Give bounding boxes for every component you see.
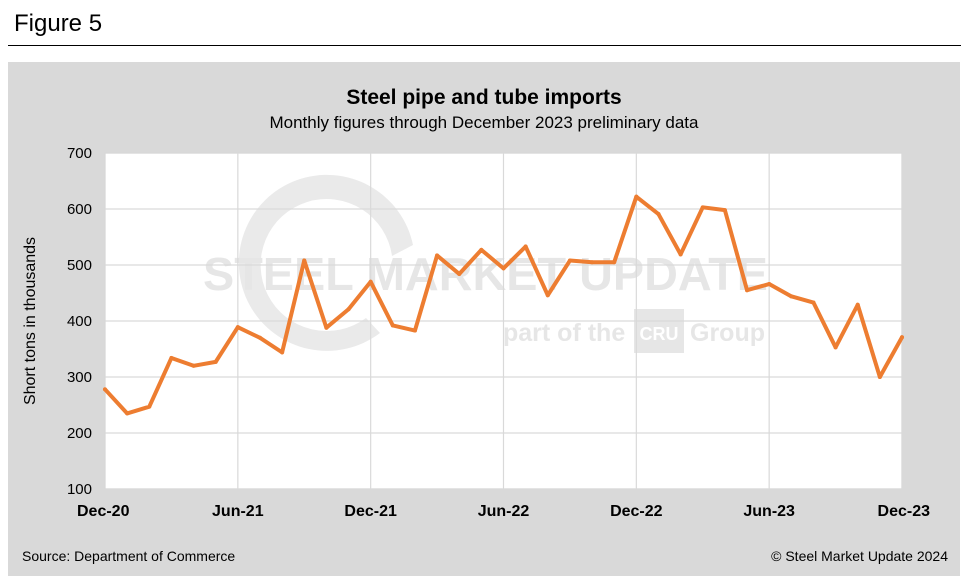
plot-border [104,152,903,490]
data-point [612,260,617,265]
data-point [435,253,440,258]
data-point [545,293,550,298]
x-tick-label: Dec-22 [610,503,663,520]
data-point [368,279,373,284]
data-point [147,404,152,409]
x-tick-label: Dec-20 [77,503,130,520]
watermark-sub-before: part of the [503,319,625,347]
chart-title: Steel pipe and tube imports [346,86,621,109]
data-point [523,244,528,249]
series-imports [103,194,904,416]
data-point [722,208,727,213]
data-point [590,260,595,265]
data-point [257,335,262,340]
data-point [280,350,285,355]
source-note: Source: Department of Commerce [22,548,236,564]
data-point [412,328,417,333]
data-point [235,325,240,330]
x-tick-label: Dec-21 [344,503,397,520]
x-tick-label: Dec-23 [878,503,931,520]
data-point [634,194,639,199]
data-point [877,375,882,379]
y-tick-label: 400 [67,313,92,330]
data-point [678,252,683,257]
figure-label: Figure 5 [14,10,103,37]
data-point [479,247,484,252]
figure-divider [8,45,961,46]
y-axis-label: Short tons in thousands [22,237,39,405]
watermark-sub-after: Group [690,319,765,347]
data-point [833,345,838,350]
data-point [900,335,904,340]
data-point [191,363,196,368]
watermark-badge: CRU [640,324,679,344]
data-point [390,323,395,328]
data-point [346,307,351,312]
chart-subtitle: Monthly figures through December 2023 pr… [269,113,699,132]
data-point [103,387,107,392]
y-tick-label: 700 [67,145,92,162]
data-point [700,205,705,210]
data-point [767,282,772,287]
data-point [811,300,816,305]
x-tick-label: Jun-23 [743,503,795,520]
data-point [789,294,794,299]
data-point [169,355,174,360]
x-tick-label: Jun-21 [212,503,264,520]
y-axis-ticks: 100 200 300 400 500 600 700 [67,145,92,498]
watermark-badge-box [634,309,684,353]
data-point [745,288,750,293]
grid-lines [104,152,903,490]
data-point [656,212,661,217]
x-axis-ticks: Dec-20 Jun-21 Dec-21 Jun-22 Dec-22 Jun-23 Dec-… [77,503,930,520]
y-tick-label: 100 [67,481,92,498]
y-tick-label: 200 [67,425,92,442]
y-tick-label: 300 [67,369,92,386]
data-point [302,258,307,263]
data-point [855,302,860,307]
x-tick-label: Jun-22 [478,503,530,520]
data-point [501,266,506,271]
y-tick-label: 600 [67,201,92,218]
data-point [213,359,218,364]
data-point [457,271,462,276]
y-tick-label: 500 [67,257,92,274]
data-point [324,325,329,330]
data-point [567,258,572,263]
copyright-note: © Steel Market Update 2024 [771,548,948,564]
data-point [125,411,130,416]
